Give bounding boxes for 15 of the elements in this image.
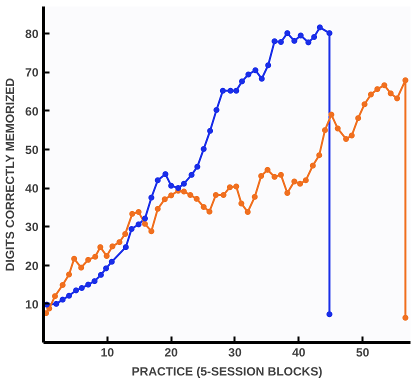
- y-tick-label: 10: [25, 297, 39, 312]
- x-tick-label: 20: [164, 346, 178, 360]
- x-axis-title: PRACTICE (5-SESSION BLOCKS): [132, 364, 322, 378]
- x-tick-label: 50: [356, 346, 370, 360]
- x-tick-label: 30: [228, 346, 242, 360]
- y-axis-title: DIGITS CORRECTLY MEMORIZED: [3, 78, 18, 272]
- y-tick-label: 40: [25, 182, 39, 196]
- y-tick-label: 30: [25, 220, 39, 234]
- y-tick-label: 80: [25, 27, 39, 42]
- y-tick-label: 20: [25, 258, 39, 273]
- x-tick-label: 40: [292, 346, 306, 360]
- y-tick-label: 70: [25, 66, 39, 80]
- y-tick-label: 60: [25, 104, 39, 118]
- y-tick-label: 50: [25, 142, 39, 157]
- x-tick-label: 10: [100, 346, 114, 360]
